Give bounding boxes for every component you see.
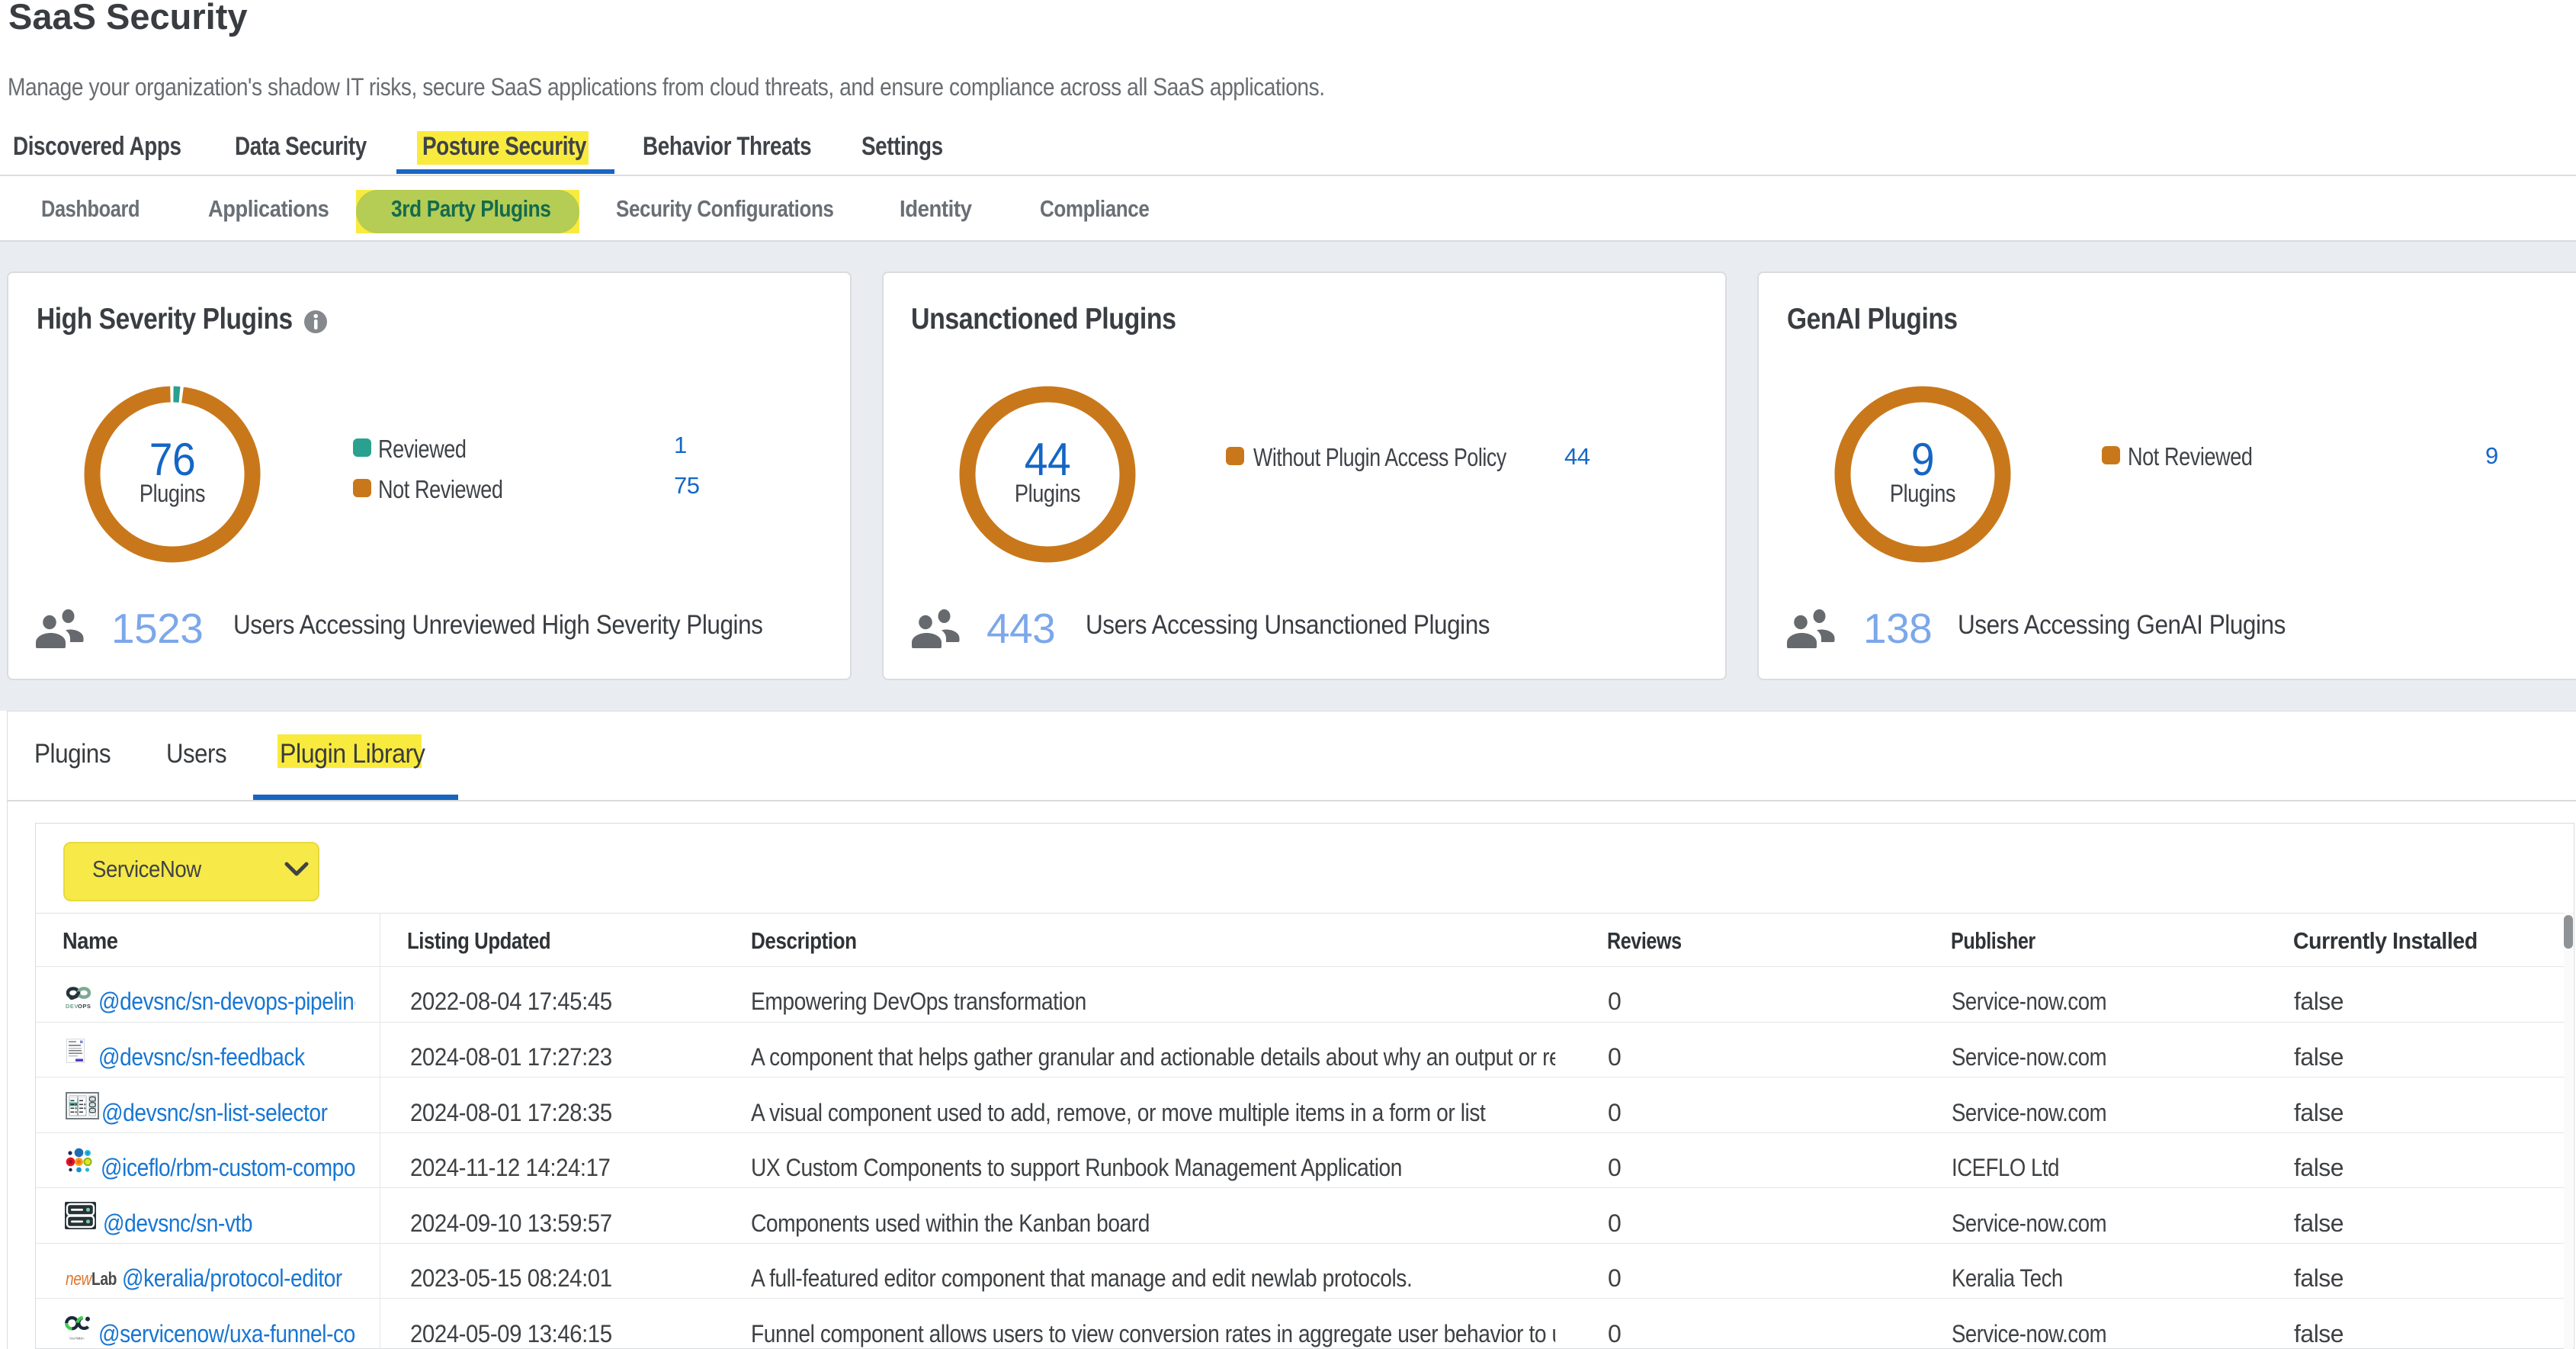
svg-text:OPS: OPS — [78, 1003, 91, 1010]
svg-text:DEV: DEV — [66, 1003, 79, 1010]
svg-text:Now Platform: Now Platform — [69, 1337, 85, 1341]
